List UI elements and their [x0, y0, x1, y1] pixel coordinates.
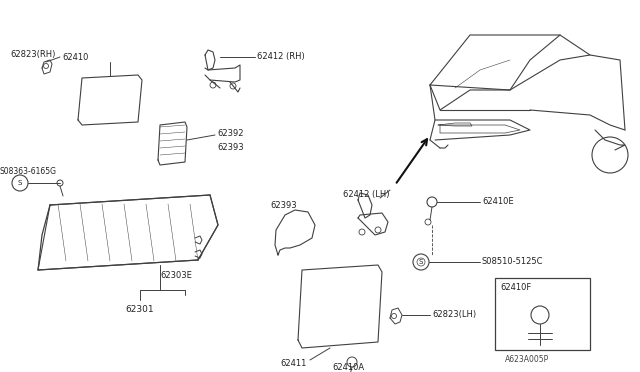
Text: 62410A: 62410A — [332, 363, 364, 372]
Text: A623A005P: A623A005P — [505, 356, 549, 365]
Bar — [495, 278, 590, 350]
Text: 62410E: 62410E — [482, 198, 514, 206]
Text: S08363-6165G: S08363-6165G — [0, 167, 57, 176]
Text: 62393: 62393 — [270, 201, 296, 209]
Text: S: S — [18, 180, 22, 186]
Text: 62393: 62393 — [217, 144, 244, 153]
Text: 62303E: 62303E — [160, 270, 192, 279]
Text: 62412 (RH): 62412 (RH) — [257, 52, 305, 61]
Text: 62412 (LH): 62412 (LH) — [343, 190, 390, 199]
Text: 62392: 62392 — [217, 128, 243, 138]
Text: 62410F: 62410F — [500, 283, 531, 292]
Text: 62823(RH): 62823(RH) — [10, 49, 56, 58]
Text: 62410: 62410 — [62, 52, 88, 61]
Text: 62411: 62411 — [280, 359, 307, 368]
Text: S: S — [419, 259, 423, 265]
Text: S08510-5125C: S08510-5125C — [482, 257, 543, 266]
Text: 62823(LH): 62823(LH) — [432, 311, 476, 320]
Text: 62301: 62301 — [125, 305, 154, 314]
